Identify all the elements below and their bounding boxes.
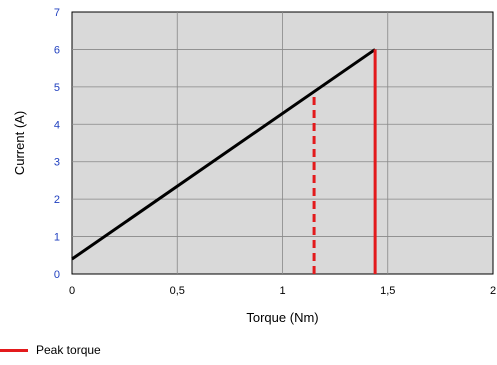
legend-label-peak-torque: Peak torque [36,343,101,357]
y-tick-label: 3 [54,157,60,169]
y-tick-label: 2 [54,194,60,206]
y-tick-label: 6 [54,44,60,56]
series-line-1 [71,48,376,261]
y-tick-label: 1 [54,232,60,244]
x-tick-label: 0,5 [170,285,185,297]
y-axis-label: Current (A) [12,111,27,175]
x-tick-label: 1 [279,285,285,297]
x-tick-label: 1,5 [380,285,395,297]
x-tick-label: 0 [69,285,75,297]
x-tick-labels: 0 0,5 1 1,5 2 [69,285,496,297]
series-layer [71,48,377,274]
y-tick-labels: 0 1 2 3 4 5 6 7 [54,7,60,281]
x-tick-label: 2 [490,285,496,297]
y-tick-label: 0 [54,269,60,281]
legend: Peak torque [0,343,101,357]
y-tick-label: 4 [54,119,60,131]
y-tick-label: 7 [54,7,60,19]
grid-lines [72,12,493,274]
x-axis-label: Torque (Nm) [246,310,318,325]
legend-swatch-peak-torque [0,348,28,352]
y-tick-label: 5 [54,82,60,94]
